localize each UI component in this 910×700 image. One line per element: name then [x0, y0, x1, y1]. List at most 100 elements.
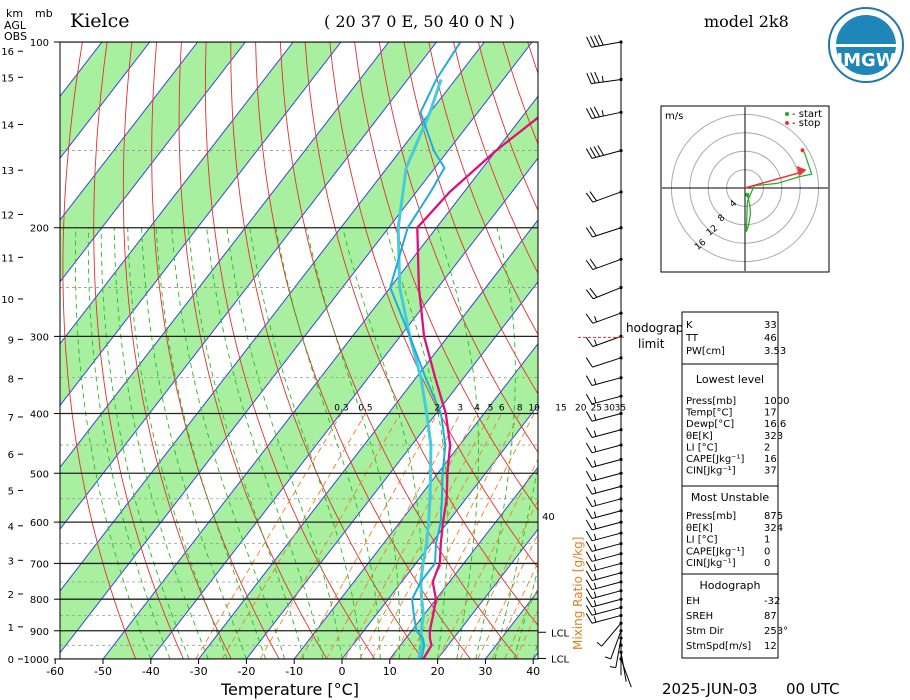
barb-staff: [592, 258, 622, 271]
barb-flag: [589, 258, 597, 269]
obs-label: OBS: [4, 30, 27, 43]
dry-adiabat: [93, 42, 184, 659]
lcl-label: LCL: [551, 628, 570, 639]
isotherm-line: [150, 157, 538, 659]
km-tick-label: 11: [1, 253, 14, 264]
barb-staff: [591, 532, 622, 542]
pressure-tick-label: 1000: [24, 655, 49, 666]
lowest-level-title: Lowest level: [696, 373, 764, 386]
index-value: 324: [764, 523, 783, 534]
barb-half-flag: [593, 445, 597, 452]
barb-flag: [585, 541, 593, 552]
mixing-ratio-line: [391, 413, 521, 659]
barb-dot: [619, 149, 623, 153]
mixing-ratio-line: [300, 413, 438, 659]
barb-flag: [585, 227, 593, 238]
barb-staff: [591, 395, 622, 405]
barb-flag: [585, 108, 593, 119]
index-value: 2: [764, 442, 770, 453]
pressure-tick-label: 500: [30, 469, 49, 480]
mixing-ratio-line: [504, 586, 538, 659]
barb-half-flag: [609, 666, 616, 669]
x-tick-label: 20: [431, 665, 445, 678]
hodograph-trace: [745, 149, 813, 232]
barb-half-flag: [601, 75, 604, 83]
isotherm-line: [198, 219, 538, 659]
barb-flag: [586, 72, 592, 84]
barb-staff: [591, 598, 622, 608]
dry-adiabat: [304, 42, 538, 627]
mixing-ratio-label: 20: [575, 403, 587, 413]
x-tick-label: -50: [94, 665, 112, 678]
barb-staff: [591, 444, 622, 454]
index-value: -32: [764, 596, 780, 607]
dry-adiabat: [204, 42, 376, 659]
index-name: CIN[Jkg⁻¹]: [686, 558, 736, 569]
barb-flag: [585, 289, 594, 300]
mixing-ratio-label: 35: [615, 403, 626, 413]
barb-staff: [591, 111, 622, 120]
moist-adiabat: [513, 567, 538, 659]
barb-flag: [590, 35, 596, 47]
km-tick-label: 8: [8, 375, 14, 386]
index-name: LI [°C]: [686, 535, 718, 546]
x-tick-label: -20: [237, 665, 255, 678]
mixing-ratio-label: 3: [457, 403, 463, 413]
temperature-curve: [416, 116, 538, 659]
index-name: Stm Dir: [686, 626, 725, 637]
barb-staff: [592, 335, 622, 348]
station-name: Kielce: [70, 10, 129, 32]
index-value: 3.53: [764, 346, 786, 357]
dry-adiabat: [255, 42, 471, 659]
index-value: 87: [764, 611, 777, 622]
barb-flag: [585, 457, 593, 468]
moist-adiabat: [532, 640, 538, 659]
barb-flag: [585, 508, 593, 519]
index-value: 17: [764, 408, 777, 419]
hodograph-stop-point: [800, 148, 805, 153]
index-value: 37: [764, 466, 777, 477]
pressure-tick-label: 900: [30, 627, 49, 638]
pressure-tick-label: 400: [30, 409, 49, 420]
barb-staff: [591, 543, 622, 552]
wind-barbs: LCL LCL: [538, 34, 632, 688]
hodograph-legend-start: - start: [792, 109, 822, 120]
barb-flag: [585, 613, 593, 624]
dry-adiabat: [849, 42, 910, 672]
index-name: θE[K]: [686, 523, 713, 534]
barb-flag: [585, 561, 593, 572]
mixing-ratio-label: 25: [591, 403, 602, 413]
barb-half-flag: [593, 616, 597, 623]
barb-flag: [585, 148, 593, 159]
barb-staff: [591, 377, 622, 386]
barb-flag: [585, 313, 594, 324]
barb-staff: [591, 590, 622, 599]
barb-flag: [585, 442, 593, 454]
barb-flag: [585, 375, 593, 386]
pressure-tick-label: 200: [30, 224, 49, 235]
mixing-ratio-line: [407, 413, 535, 659]
barb-flag: [589, 225, 597, 237]
index-name: θE[K]: [686, 431, 713, 442]
barb-flag: [585, 470, 593, 482]
isotherm-line: [60, 42, 198, 221]
barb-flag: [585, 570, 593, 581]
imgw-logo: IMGW: [828, 7, 904, 83]
mixing-ratio-label: 8: [517, 403, 523, 413]
barb-flag: [586, 36, 592, 48]
hodograph-ring-label: 8: [717, 213, 728, 225]
barb-half-flag: [593, 414, 597, 421]
indices-top-box: [681, 311, 779, 365]
barb-flag: [589, 191, 597, 202]
moist-adiabat: [206, 227, 324, 659]
logo-text: IMGW: [836, 50, 895, 71]
plot-area: [60, 42, 910, 672]
mixing-ratio-label: 0.3: [334, 403, 348, 413]
mixing-ratio-labels: 0.3 0.5 2 3 4 5 6 8 10 15 20 25 30 35: [334, 403, 626, 413]
barb-staff: [592, 191, 622, 203]
dewpoint-curve: [389, 42, 462, 659]
barb-flag: [585, 519, 593, 531]
barb-half-flag: [593, 600, 597, 607]
